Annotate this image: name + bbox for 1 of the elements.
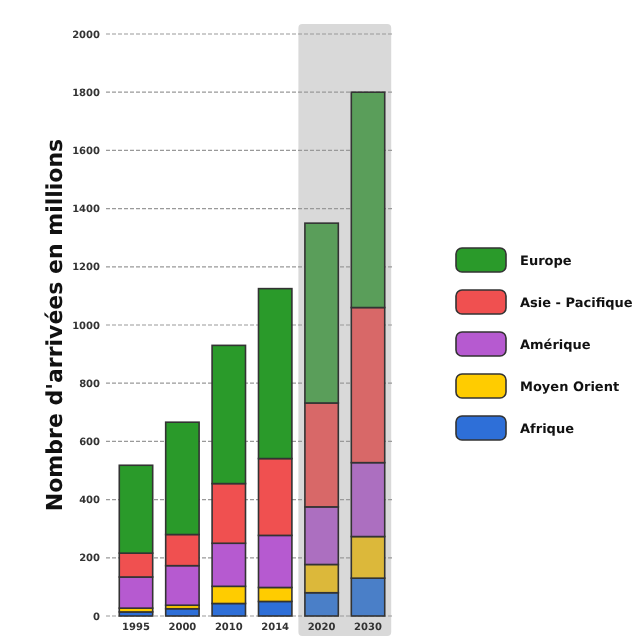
y-axis-title: Nombre d'arrivées en millions bbox=[42, 137, 68, 512]
